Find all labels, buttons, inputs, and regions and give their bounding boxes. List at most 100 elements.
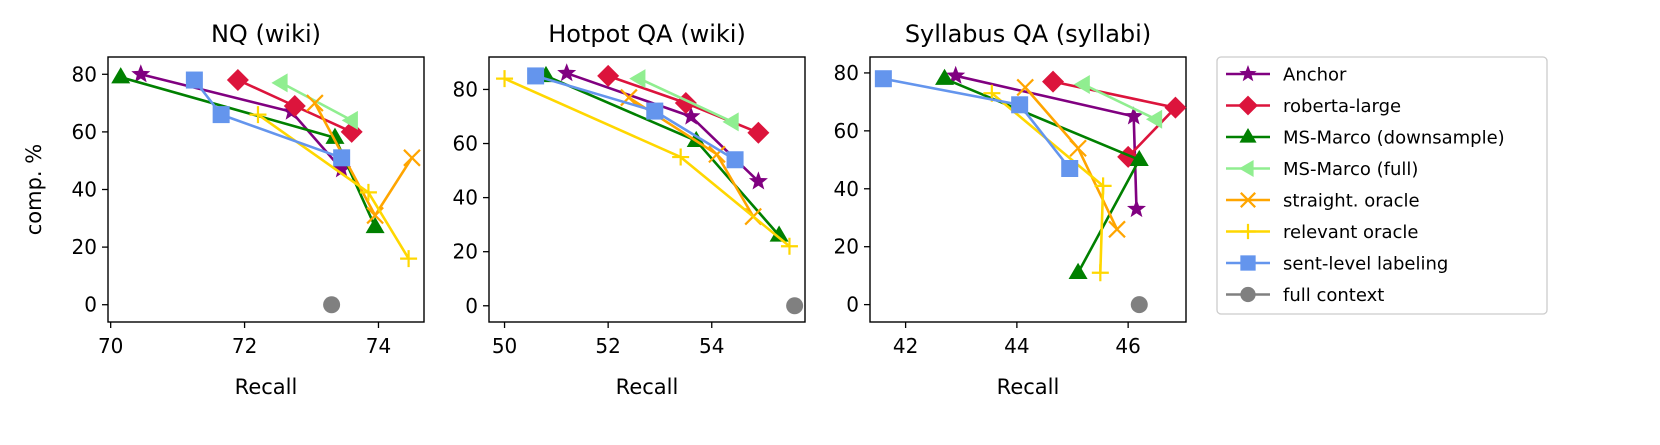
y-tick-label: 60 <box>834 119 859 143</box>
legend-entry-straight-oracle: straight. oracle <box>1226 191 1420 212</box>
series-sent-level-labeling <box>185 71 351 167</box>
data-point <box>1164 96 1187 119</box>
legend-label: MS-Marco (full) <box>1283 159 1418 180</box>
legend-label: full context <box>1283 285 1384 306</box>
legend-label: straight. oracle <box>1283 191 1420 212</box>
y-tick-label: 20 <box>72 235 97 259</box>
series-line <box>1083 83 1157 121</box>
x-tick-label: 72 <box>232 334 257 358</box>
data-point <box>1127 199 1146 218</box>
series-sent-level-labeling <box>527 67 744 169</box>
data-point <box>365 216 385 234</box>
series-roberta-large <box>226 69 363 143</box>
data-point <box>1016 78 1034 97</box>
y-tick-label: 20 <box>834 235 859 259</box>
data-point <box>726 151 744 169</box>
series-full-context <box>1130 296 1148 314</box>
plot-frame <box>107 56 425 323</box>
data-point <box>1068 262 1088 279</box>
y-tick-label: 40 <box>834 177 859 201</box>
x-tick-label: 42 <box>893 334 918 358</box>
x-tick-label: 50 <box>492 334 517 358</box>
chart-title: Syllabus QA (syllabi) <box>905 20 1151 48</box>
data-point <box>597 64 620 87</box>
series-ms-marco-full <box>629 69 739 132</box>
data-point <box>333 149 351 167</box>
y-axis-label: comp. % <box>22 144 46 236</box>
data-point <box>212 106 230 124</box>
y-tick-label: 0 <box>84 293 97 317</box>
data-point <box>780 237 798 255</box>
chart-title: NQ (wiki) <box>211 20 321 48</box>
chart-panels: 70 72 74 0 20 40 60 80 NQ (wiki) Recall comp. % 50 5… <box>22 20 1187 399</box>
series-line <box>638 77 734 124</box>
data-point <box>332 159 352 178</box>
chart-panel-1: 70 72 74 0 20 40 60 80 NQ (wiki) Recall comp. % <box>22 20 425 399</box>
data-point <box>874 70 892 88</box>
data-point <box>946 65 966 84</box>
data-point <box>1124 106 1144 125</box>
legend-entry-ms-marco-downsample: MS-Marco (downsample) <box>1226 128 1505 149</box>
legend-label: Anchor <box>1283 65 1347 86</box>
y-tick-label: 40 <box>72 178 97 202</box>
legend-frame <box>1216 56 1548 315</box>
data-point <box>722 112 739 132</box>
y-tick-label: 40 <box>453 186 478 210</box>
series-relevant-oracle <box>496 70 798 255</box>
x-tick-label: 52 <box>595 334 620 358</box>
data-point <box>111 67 131 84</box>
legend-marker <box>1240 255 1256 271</box>
data-point <box>400 250 418 268</box>
data-point <box>935 68 955 85</box>
data-point <box>629 69 646 89</box>
data-point <box>325 127 345 144</box>
data-point <box>747 121 770 144</box>
legend-entry-full-context: full context <box>1226 285 1384 306</box>
legend-label: relevant oracle <box>1283 222 1418 243</box>
series-full-context <box>786 297 804 315</box>
data-point <box>681 106 701 125</box>
series-ms-marco-downsample <box>111 67 385 234</box>
y-tick-label: 0 <box>465 294 478 318</box>
x-axis-label: Recall <box>997 375 1060 399</box>
data-point <box>769 225 789 242</box>
data-point <box>283 94 306 117</box>
legend-marker <box>1238 95 1258 116</box>
chart-title: Hotpot QA (wiki) <box>548 20 746 48</box>
y-tick-label: 80 <box>453 77 478 101</box>
y-tick-label: 60 <box>453 132 478 156</box>
legend-marker <box>1240 192 1256 208</box>
data-point <box>341 110 358 130</box>
data-point <box>185 71 203 89</box>
series-roberta-large <box>1042 70 1187 168</box>
data-point <box>340 120 363 143</box>
data-point <box>1011 96 1029 114</box>
data-point <box>1130 296 1148 314</box>
series-full-context <box>323 296 341 314</box>
data-point <box>672 148 690 166</box>
x-tick-label: 70 <box>98 334 123 358</box>
legend-marker <box>1240 286 1256 303</box>
data-point <box>557 63 577 82</box>
data-point <box>403 149 421 167</box>
data-point <box>496 70 514 88</box>
series-straight-oracle <box>306 94 421 225</box>
legend-marker <box>1239 159 1254 178</box>
series-ms-marco-downsample <box>935 68 1149 279</box>
plot-frame <box>488 56 806 323</box>
y-tick-label: 80 <box>834 61 859 85</box>
x-axis-label: Recall <box>616 375 679 399</box>
legend-label: sent-level labeling <box>1283 254 1448 275</box>
series-ms-marco-full <box>1073 75 1163 129</box>
y-tick-label: 80 <box>72 62 97 86</box>
x-tick-label: 54 <box>699 334 724 358</box>
legend-entry-sent-level-labeling: sent-level labeling <box>1226 254 1448 275</box>
x-tick-label: 74 <box>366 334 391 358</box>
series-anchor <box>946 65 1146 218</box>
legend-entry-ms-marco-full: MS-Marco (full) <box>1226 159 1418 180</box>
data-point <box>1061 160 1079 178</box>
x-axis-label: Recall <box>235 375 298 399</box>
data-point <box>359 183 377 201</box>
series-straight-oracle <box>1016 78 1126 239</box>
